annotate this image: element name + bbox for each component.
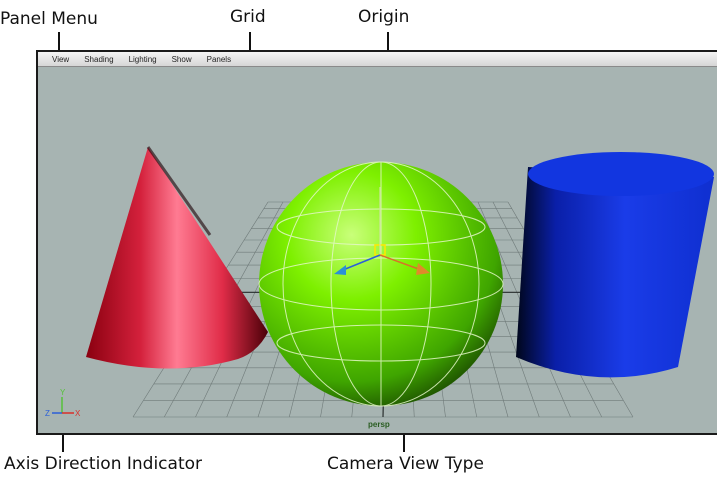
camera-view-type-leader xyxy=(403,420,405,452)
camera-view-type-callout: Camera View Type xyxy=(327,454,484,474)
origin-callout: Origin xyxy=(358,7,410,27)
axis-z-label: Z xyxy=(45,409,50,418)
camera-view-type-label: persp xyxy=(368,420,390,429)
menu-show[interactable]: Show xyxy=(171,54,192,64)
menu-shading[interactable]: Shading xyxy=(84,54,114,64)
cylinder-object[interactable] xyxy=(516,152,714,378)
panel-menu-leader xyxy=(58,32,60,60)
axis-y-label: Y xyxy=(60,388,66,397)
axis-direction-indicator: Y X Z xyxy=(45,388,81,418)
panel-menu-bar: View Shading Lighting Show Panels xyxy=(38,52,717,67)
sphere-object[interactable] xyxy=(258,161,504,407)
grid-callout: Grid xyxy=(230,7,266,27)
axis-x-label: X xyxy=(75,409,81,418)
scene-view[interactable]: Y X Z xyxy=(38,67,717,435)
axis-indicator-callout: Axis Direction Indicator xyxy=(4,454,202,474)
panel-menu-callout: Panel Menu xyxy=(0,9,98,29)
menu-view[interactable]: View xyxy=(52,54,70,64)
cone-object[interactable] xyxy=(86,146,268,369)
origin-manipulator[interactable] xyxy=(334,187,430,275)
menu-panels[interactable]: Panels xyxy=(206,54,232,64)
menu-lighting[interactable]: Lighting xyxy=(128,54,157,64)
viewport-panel[interactable]: View Shading Lighting Show Panels xyxy=(36,50,717,435)
